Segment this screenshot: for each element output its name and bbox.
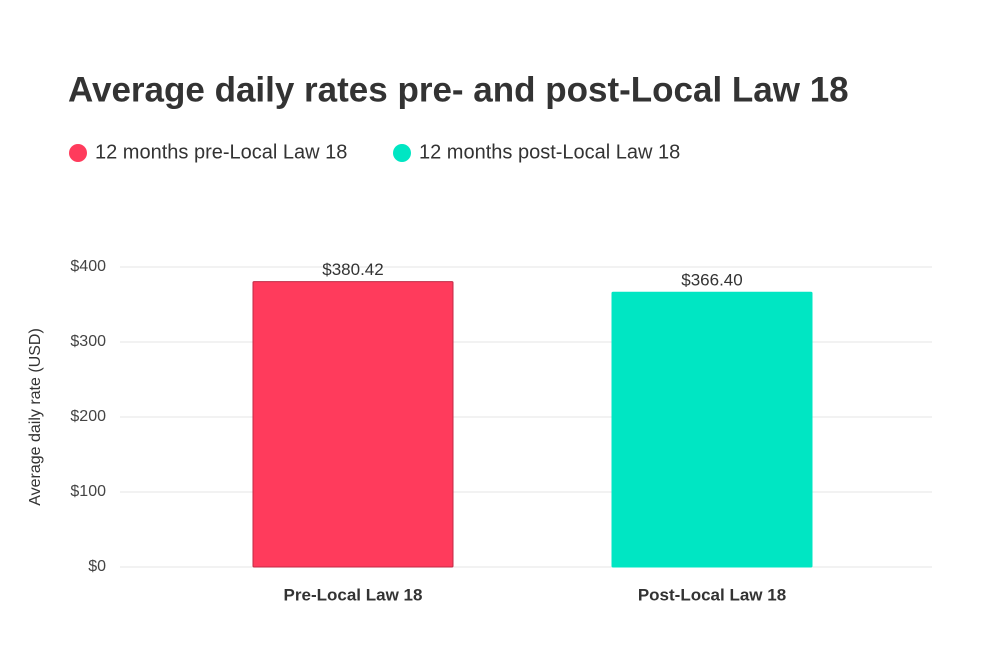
legend-label: 12 months pre-Local Law 18: [95, 141, 347, 163]
y-tick-label: $200: [70, 408, 106, 425]
legend-swatch: [69, 144, 87, 162]
y-tick-label: $400: [70, 258, 106, 275]
y-tick-label: $300: [70, 333, 106, 350]
x-tick-label: Pre-Local Law 18: [284, 585, 423, 604]
legend-swatch: [393, 144, 411, 162]
value-label: $380.42: [322, 260, 383, 279]
chart-title: Average daily rates pre- and post-Local …: [68, 70, 849, 109]
bar: [252, 281, 454, 568]
value-label: $366.40: [681, 271, 742, 290]
legend-label: 12 months post-Local Law 18: [419, 141, 680, 163]
x-tick-label: Post-Local Law 18: [638, 585, 786, 604]
y-axis-label: Average daily rate (USD): [27, 328, 44, 506]
y-tick-label: $0: [88, 558, 106, 575]
bar: [611, 291, 813, 568]
y-tick-label: $100: [70, 483, 106, 500]
